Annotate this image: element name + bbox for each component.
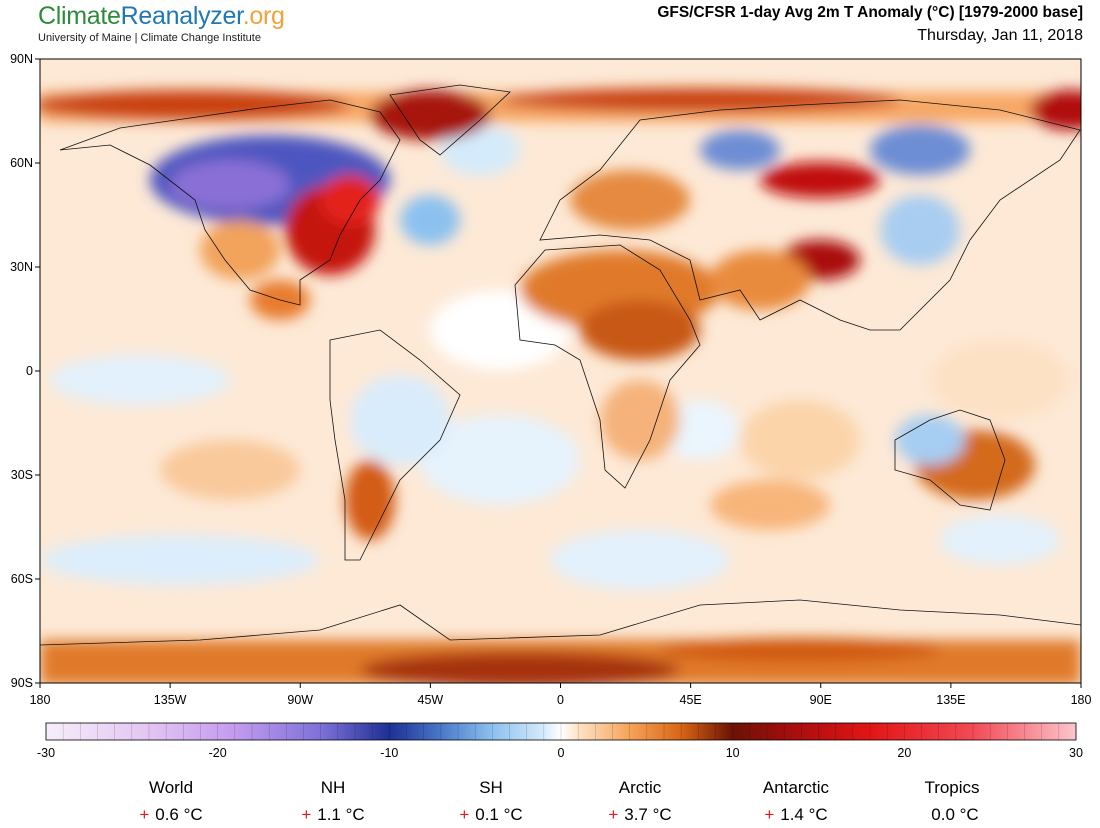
stat-sign: + [139, 805, 150, 824]
stat-value: 0.6 °C [155, 805, 203, 824]
site-logo[interactable]: ClimateReanalyzer.org [38, 2, 285, 31]
stat-label: Tropics [924, 778, 980, 797]
stat-label: World [148, 778, 194, 797]
stat-sign: + [301, 805, 312, 824]
lon-label: 90E [810, 693, 832, 707]
lon-label: 0 [557, 693, 564, 707]
coastline-australia [894, 409, 1006, 511]
anomaly-map: 90N 60N 30N 0 30S 60S 90S 180 135W 90W 45W 0 45E 90E… [10, 52, 1092, 760]
colorbar-label: 10 [726, 746, 740, 760]
colorbar-label: 0 [558, 746, 565, 760]
lon-label: 180 [30, 693, 51, 707]
colorbar-ticks: -30 -20 -10 0 10 20 30 [37, 723, 1083, 760]
coastline-north-america [59, 99, 401, 306]
map-date: Thursday, Jan 11, 2018 [917, 27, 1083, 44]
stat-sign: + [764, 805, 775, 824]
lon-label: 180 [1071, 693, 1092, 707]
lon-label: 45E [680, 693, 702, 707]
stat-antarctic: Antarctic +1.4 °C [716, 778, 876, 825]
coastline-antarctica [40, 599, 1081, 646]
colorbar [45, 722, 1077, 741]
stat-label: Arctic [618, 778, 662, 797]
longitude-axis: 180 135W 90W 45W 0 45E 90E 135E 180 [30, 683, 1092, 707]
stat-label: Antarctic [762, 778, 830, 797]
coastline-africa [514, 244, 701, 489]
stat-label: NH [320, 778, 346, 797]
site-subtitle: University of Maine | Climate Change Ins… [38, 32, 261, 44]
stat-world: World +0.6 °C [91, 778, 251, 825]
stat-sh: SH +0.1 °C [411, 778, 571, 825]
latitude-axis: 90N 60N 30N 0 30S 60S 90S [10, 52, 40, 690]
coastline-greenland [389, 84, 511, 156]
stat-value: 0.0 °C [931, 805, 979, 824]
logo-part-org: .org [242, 2, 285, 30]
lat-label: 90N [10, 52, 33, 66]
lat-label: 0 [26, 364, 33, 378]
stat-label: SH [479, 778, 503, 797]
lat-label: 30N [10, 260, 33, 274]
logo-part-climate: Climate [38, 2, 121, 30]
colorbar-label: -20 [209, 746, 227, 760]
stat-sign: + [608, 805, 619, 824]
lat-label: 90S [11, 676, 33, 690]
colorbar-label: -30 [37, 746, 55, 760]
lat-label: 60S [11, 572, 33, 586]
anomaly-field [40, 59, 1081, 683]
lon-label: 135E [936, 693, 965, 707]
stat-value: 3.7 °C [624, 805, 672, 824]
map-title: GFS/CFSR 1-day Avg 2m T Anomaly (°C) [19… [657, 4, 1083, 21]
logo-part-reanalyzer: Reanalyzer [120, 2, 243, 30]
colorbar-label: -10 [380, 746, 398, 760]
regional-averages: World +0.6 °C NH +1.1 °C SH +0.1 °C Arct… [0, 778, 1100, 828]
lat-label: 60N [10, 156, 33, 170]
stat-value: 1.1 °C [317, 805, 365, 824]
lat-label: 30S [11, 468, 33, 482]
coastlines [40, 84, 1081, 646]
stat-arctic: Arctic +3.7 °C [560, 778, 720, 825]
coastline-eurasia [539, 99, 1081, 331]
stat-value: 1.4 °C [780, 805, 828, 824]
coastline-south-america [329, 329, 461, 561]
stat-nh: NH +1.1 °C [253, 778, 413, 825]
stat-sign: + [459, 805, 470, 824]
stat-value: 0.1 °C [475, 805, 523, 824]
lon-label: 90W [287, 693, 313, 707]
lon-label: 135W [154, 693, 187, 707]
lon-label: 45W [418, 693, 444, 707]
colorbar-label: 20 [897, 746, 911, 760]
colorbar-label: 30 [1069, 746, 1083, 760]
stat-tropics: Tropics 0.0 °C [872, 778, 1032, 825]
